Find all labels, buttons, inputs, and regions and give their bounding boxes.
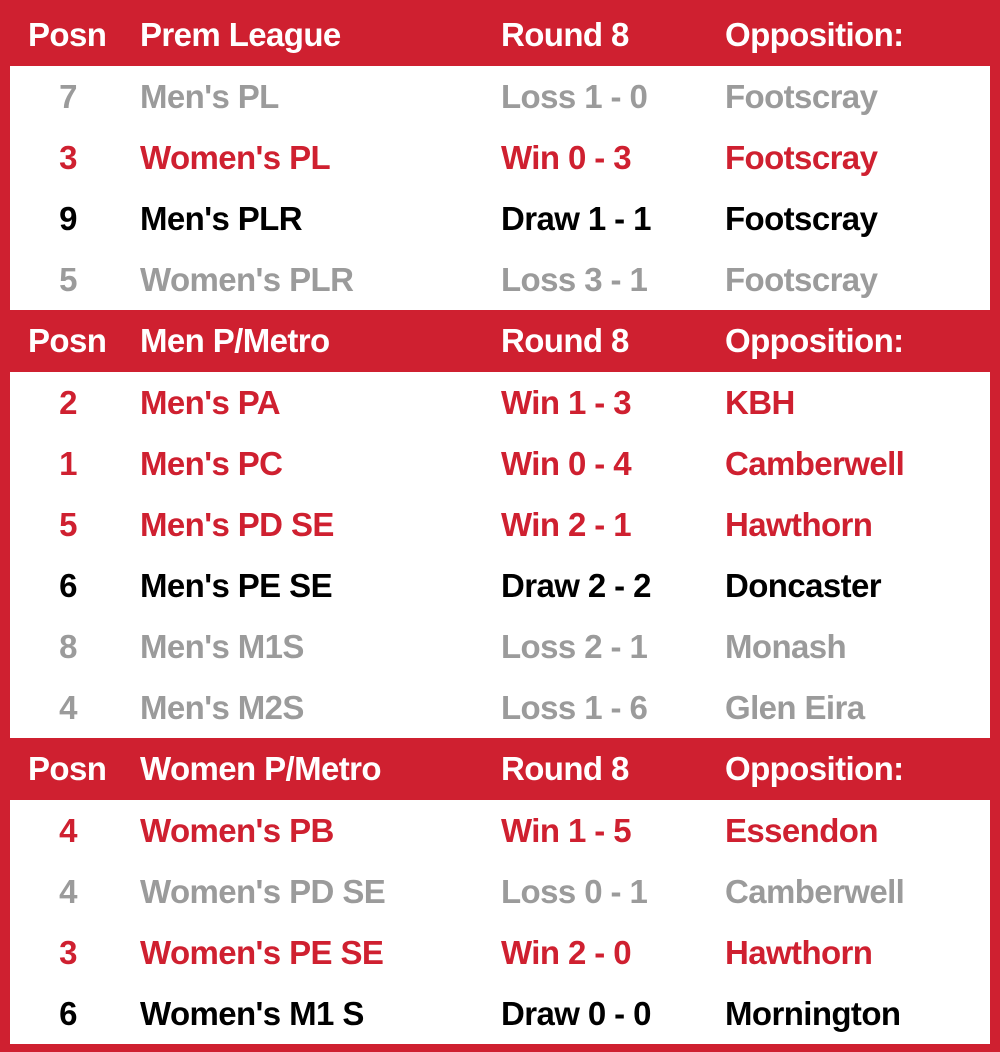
cell-result: Loss 2 - 1 <box>501 628 648 665</box>
cell-opposition: Mornington <box>725 995 901 1032</box>
cell-team: Women's PD SE <box>140 873 386 910</box>
cell-opposition: Doncaster <box>725 567 882 604</box>
table-row: 3 Women's PE SE Win 2 - 0 Hawthorn <box>10 922 990 983</box>
table-row: 4 Women's PD SE Loss 0 - 1 Camberwell <box>10 861 990 922</box>
cell-team: Men's PC <box>140 445 283 482</box>
table-row: 1 Men's PC Win 0 - 4 Camberwell <box>10 433 990 494</box>
cell-team: Men's PD SE <box>140 506 334 543</box>
section-body: 4 Women's PB Win 1 - 5 Essendon 4 Women's PD … <box>10 800 990 1044</box>
cell-result: Win 0 - 3 <box>501 139 632 176</box>
table-row: 3 Women's PL Win 0 - 3 Footscray <box>10 127 990 188</box>
cell-opposition: Camberwell <box>725 445 905 482</box>
cell-posn: 5 <box>59 506 77 543</box>
cell-posn: 4 <box>59 873 77 910</box>
table-row: 4 Men's M2S Loss 1 - 6 Glen Eira <box>10 677 990 738</box>
header-round: Round 8 <box>501 750 629 787</box>
cell-posn: 3 <box>59 139 77 176</box>
cell-team: Men's M2S <box>140 689 304 726</box>
section-body: 2 Men's PA Win 1 - 3 KBH 1 Men's PC Win 0 - 4 C… <box>10 372 990 738</box>
cell-team: Men's M1S <box>140 628 304 665</box>
header-posn: Posn <box>28 322 107 359</box>
table-row: 6 Men's PE SE Draw 2 - 2 Doncaster <box>10 555 990 616</box>
cell-posn: 4 <box>59 689 77 726</box>
cell-opposition: Camberwell <box>725 873 905 910</box>
section-2: Posn Men P/Metro Round 8 Opposition: 2 Men's … <box>0 310 1000 738</box>
header-league: Women P/Metro <box>140 750 382 787</box>
section-1: Posn Prem League Round 8 Opposition: 7 Men's … <box>0 4 1000 310</box>
cell-team: Women's PE SE <box>140 934 384 971</box>
cell-result: Draw 0 - 0 <box>501 995 652 1032</box>
cell-posn: 7 <box>59 78 77 115</box>
cell-opposition: Hawthorn <box>725 506 873 543</box>
header-opposition: Opposition: <box>725 16 904 53</box>
cell-opposition: Hawthorn <box>725 934 873 971</box>
table-row: 2 Men's PA Win 1 - 3 KBH <box>10 372 990 433</box>
cell-team: Men's PL <box>140 78 279 115</box>
table-row: 5 Men's PD SE Win 2 - 1 Hawthorn <box>10 494 990 555</box>
cell-result: Win 0 - 4 <box>501 445 632 482</box>
cell-team: Women's PB <box>140 812 334 849</box>
cell-posn: 3 <box>59 934 77 971</box>
cell-opposition: Footscray <box>725 139 878 176</box>
cell-opposition: KBH <box>725 384 795 421</box>
cell-result: Loss 1 - 6 <box>501 689 648 726</box>
cell-opposition: Glen Eira <box>725 689 865 726</box>
cell-posn: 4 <box>59 812 77 849</box>
cell-result: Win 2 - 1 <box>501 506 632 543</box>
header-league: Prem League <box>140 16 341 53</box>
cell-team: Men's PLR <box>140 200 303 237</box>
table-row: 4 Women's PB Win 1 - 5 Essendon <box>10 800 990 861</box>
cell-result: Loss 3 - 1 <box>501 261 648 298</box>
cell-team: Women's M1 S <box>140 995 364 1032</box>
cell-result: Draw 2 - 2 <box>501 567 652 604</box>
cell-team: Women's PL <box>140 139 331 176</box>
header-opposition: Opposition: <box>725 750 904 787</box>
section-body: 7 Men's PL Loss 1 - 0 Footscray 3 Women's PL W… <box>10 66 990 310</box>
cell-posn: 2 <box>59 384 77 421</box>
cell-result: Loss 1 - 0 <box>501 78 648 115</box>
cell-team: Men's PA <box>140 384 281 421</box>
cell-result: Win 1 - 5 <box>501 812 632 849</box>
header-round: Round 8 <box>501 16 629 53</box>
table-row: 6 Women's M1 S Draw 0 - 0 Mornington <box>10 983 990 1044</box>
section-header: Posn Prem League Round 8 Opposition: <box>0 4 1000 66</box>
cell-posn: 9 <box>59 200 77 237</box>
cell-posn: 5 <box>59 261 77 298</box>
section-header: Posn Women P/Metro Round 8 Opposition: <box>0 738 1000 800</box>
header-league: Men P/Metro <box>140 322 330 359</box>
table-row: 5 Women's PLR Loss 3 - 1 Footscray <box>10 249 990 310</box>
cell-result: Win 2 - 0 <box>501 934 632 971</box>
cell-posn: 6 <box>59 567 77 604</box>
section-3: Posn Women P/Metro Round 8 Opposition: 4 Wome… <box>0 738 1000 1044</box>
cell-opposition: Footscray <box>725 200 878 237</box>
cell-team: Men's PE SE <box>140 567 333 604</box>
header-round: Round 8 <box>501 322 629 359</box>
cell-opposition: Monash <box>725 628 847 665</box>
header-opposition: Opposition: <box>725 322 904 359</box>
cell-result: Draw 1 - 1 <box>501 200 652 237</box>
cell-opposition: Footscray <box>725 78 878 115</box>
table-row: 7 Men's PL Loss 1 - 0 Footscray <box>10 66 990 127</box>
cell-result: Win 1 - 3 <box>501 384 632 421</box>
table-row: 8 Men's M1S Loss 2 - 1 Monash <box>10 616 990 677</box>
cell-result: Loss 0 - 1 <box>501 873 648 910</box>
header-posn: Posn <box>28 750 107 787</box>
cell-opposition: Footscray <box>725 261 878 298</box>
cell-posn: 6 <box>59 995 77 1032</box>
section-header: Posn Men P/Metro Round 8 Opposition: <box>0 310 1000 372</box>
cell-opposition: Essendon <box>725 812 879 849</box>
header-posn: Posn <box>28 16 107 53</box>
cell-team: Women's PLR <box>140 261 354 298</box>
cell-posn: 1 <box>59 445 77 482</box>
cell-posn: 8 <box>59 628 77 665</box>
table-row: 9 Men's PLR Draw 1 - 1 Footscray <box>10 188 990 249</box>
